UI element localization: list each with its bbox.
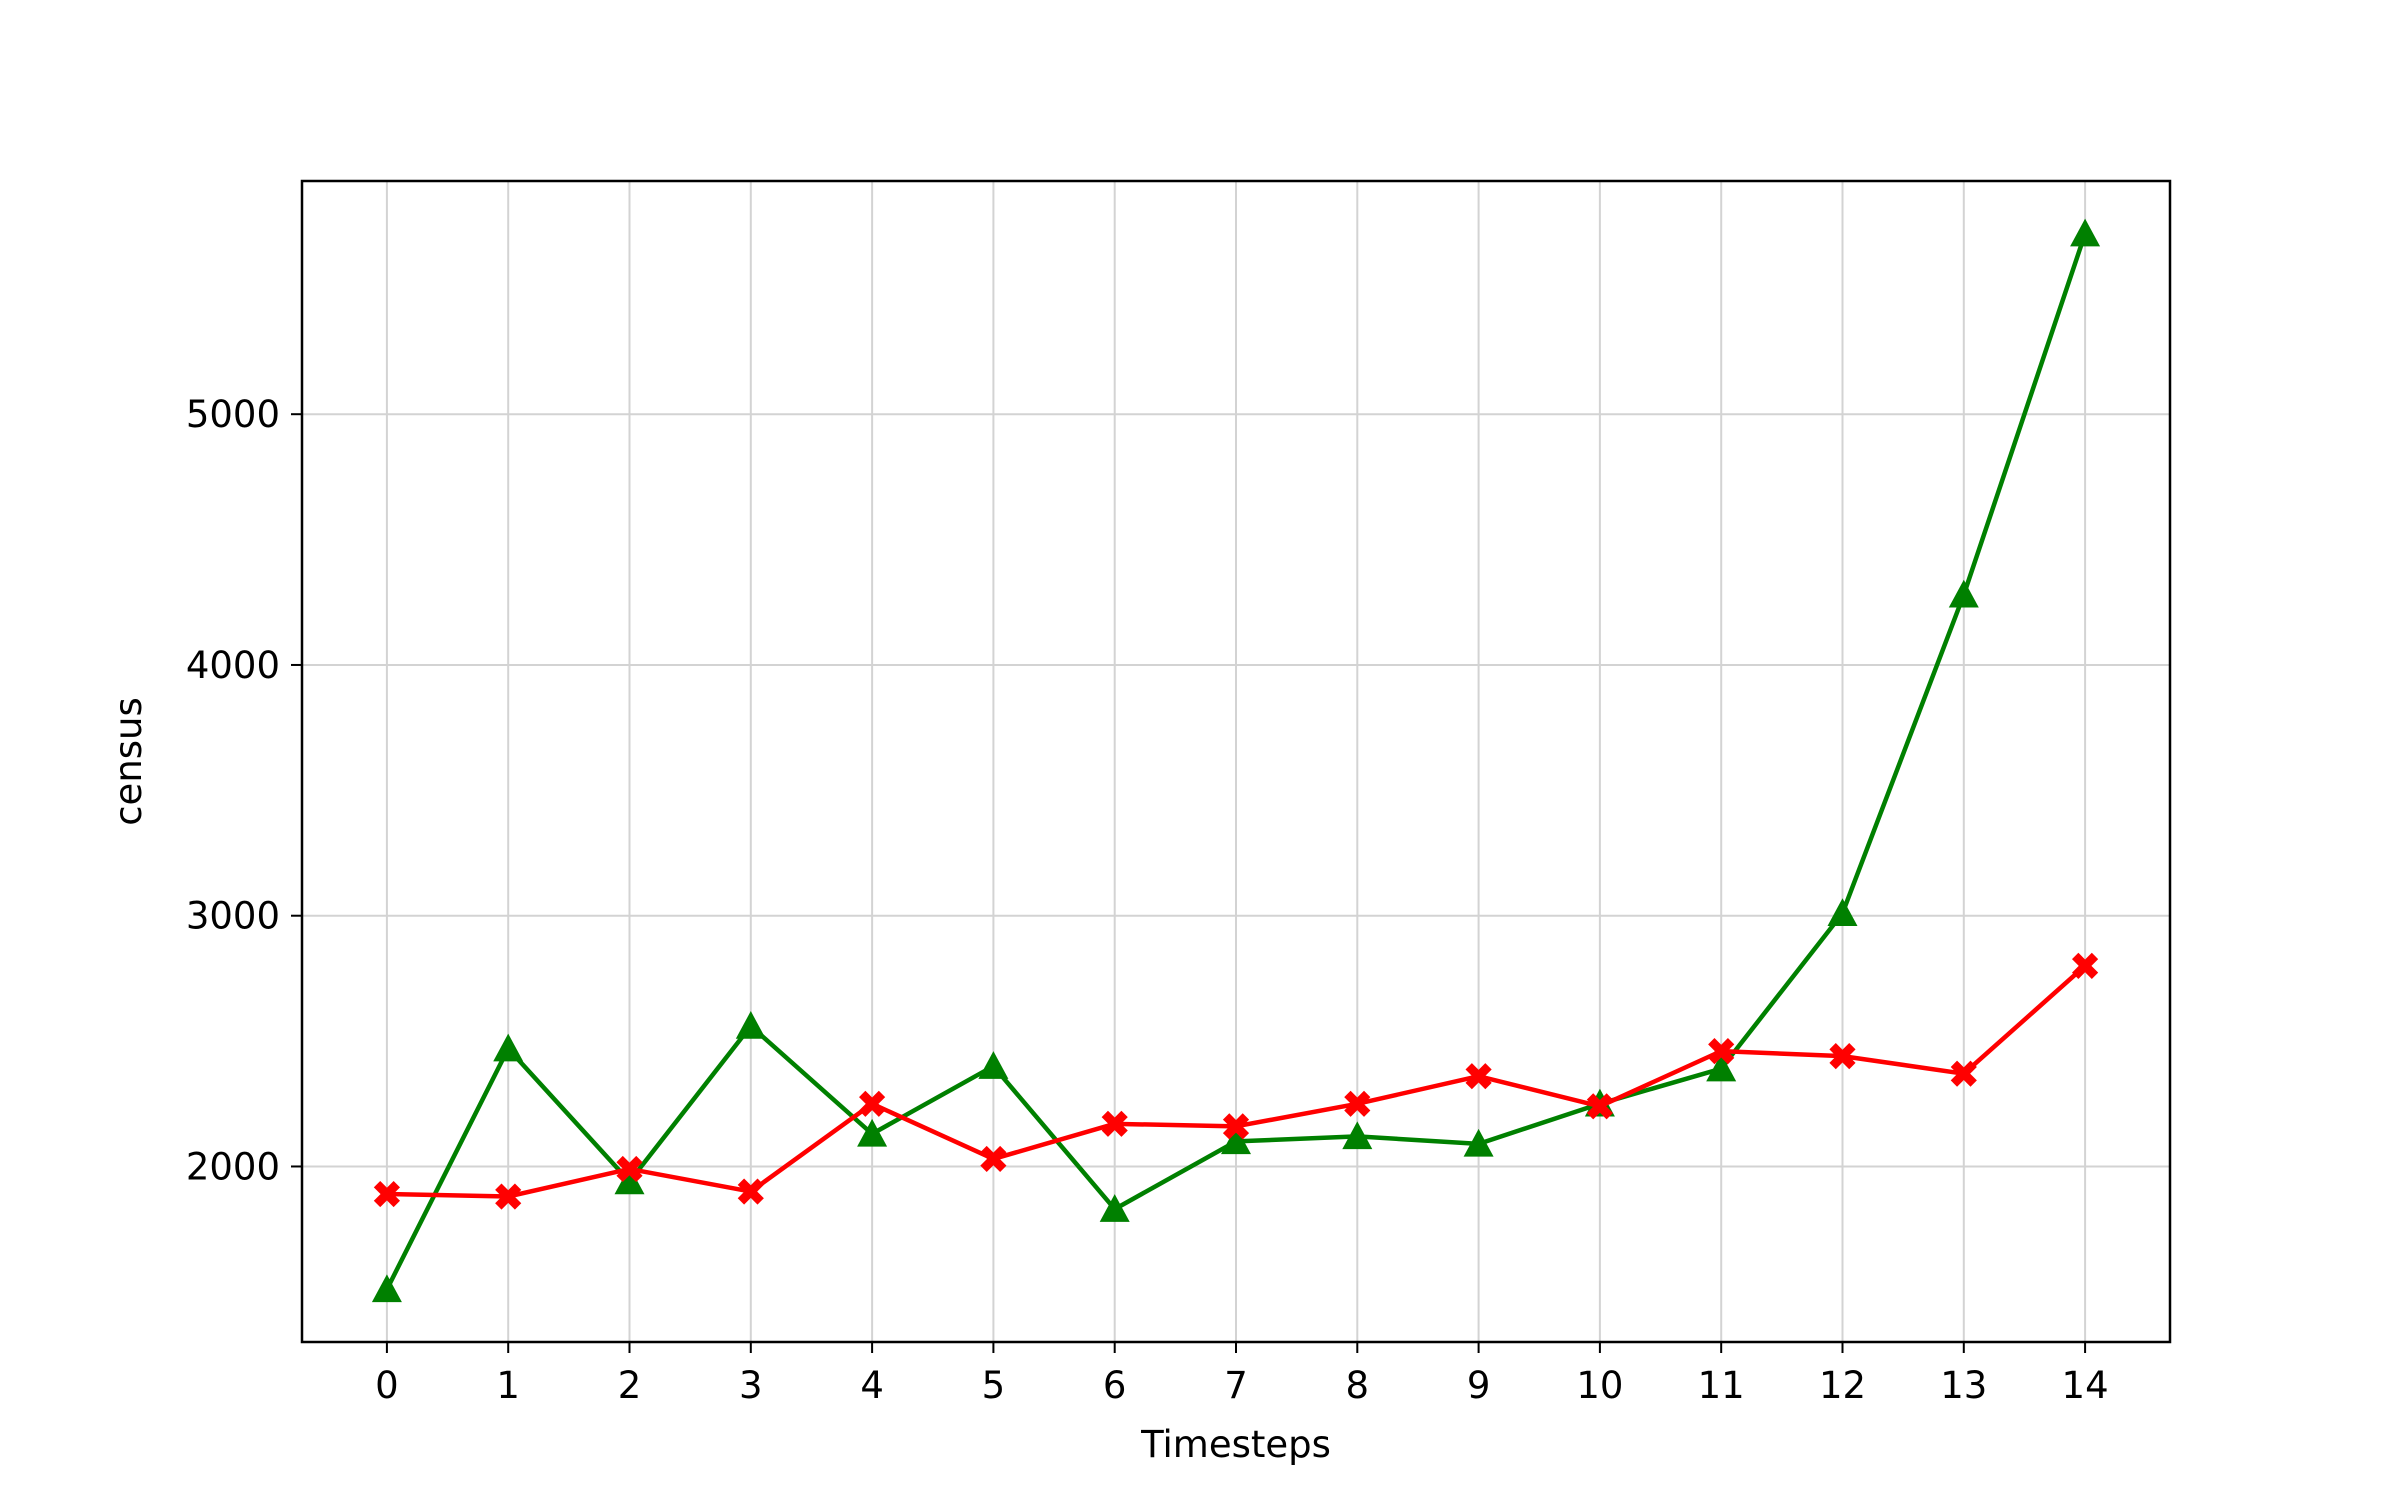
series-1-point — [857, 1118, 888, 1147]
series-1-point — [1706, 1053, 1737, 1082]
x-tick-label: 11 — [1698, 1364, 1745, 1407]
marker-bar — [1222, 1113, 1250, 1140]
marker-bar — [616, 1155, 643, 1183]
marker-bar — [1465, 1063, 1492, 1090]
x-tick-label: 5 — [982, 1364, 1006, 1407]
series-1-point — [978, 1051, 1009, 1079]
marker-bar — [495, 1183, 522, 1210]
series-2-point — [1465, 1063, 1492, 1090]
y-tick-label: 2000 — [186, 1145, 280, 1188]
x-axis-label: Timesteps — [1140, 1423, 1331, 1466]
series-1-point — [1099, 1194, 1130, 1222]
series-2-point — [1101, 1110, 1128, 1137]
x-tick-label: 10 — [1576, 1364, 1623, 1407]
series-2-point — [495, 1183, 522, 1210]
marker-bar — [1829, 1043, 1856, 1070]
series-2-point — [1950, 1060, 1977, 1087]
x-tick-label: 14 — [2062, 1364, 2109, 1407]
series-1-point — [493, 1033, 524, 1062]
series-2-point — [1586, 1093, 1613, 1120]
y-axis-label: census — [107, 697, 150, 826]
series-2-point — [1829, 1043, 1856, 1070]
marker-bar — [1708, 1038, 1735, 1065]
y-tick-label: 3000 — [186, 895, 280, 938]
series-layer — [371, 218, 2101, 1303]
grid-lines — [302, 181, 2170, 1342]
marker-bar — [1950, 1060, 1977, 1087]
series-2-point — [737, 1178, 764, 1205]
series-2-point — [980, 1145, 1007, 1173]
x-tick-label: 4 — [860, 1364, 884, 1407]
series-2-point — [1222, 1113, 1250, 1140]
series-1-point — [371, 1274, 402, 1303]
x-tick-label: 6 — [1103, 1364, 1127, 1407]
y-tick-label: 4000 — [186, 644, 280, 687]
series-1-point — [2070, 218, 2101, 247]
series-2 — [373, 952, 2099, 1210]
x-tick-label: 12 — [1819, 1364, 1866, 1407]
series-2-point — [616, 1155, 643, 1183]
series-1-point — [1221, 1126, 1251, 1155]
y-tick-label: 5000 — [186, 393, 280, 436]
marker-bar — [1344, 1090, 1371, 1117]
marker-bar — [1101, 1110, 1128, 1137]
series-1-point — [1827, 898, 1858, 926]
series-1-point — [614, 1166, 645, 1195]
marker-bar — [2072, 952, 2099, 979]
series-1-point — [1342, 1121, 1373, 1150]
series-2-point — [1344, 1090, 1371, 1117]
x-tick-label: 13 — [1940, 1364, 1987, 1407]
series-2-point — [2072, 952, 2099, 979]
series-1-point — [735, 1011, 766, 1039]
marker-bar — [373, 1180, 400, 1208]
marker-bar — [737, 1178, 764, 1205]
x-tick-label: 1 — [496, 1364, 520, 1407]
x-tick-label: 9 — [1467, 1364, 1491, 1407]
marker-bar — [859, 1090, 886, 1117]
series-2-point — [859, 1090, 886, 1117]
series-2-point — [373, 1180, 400, 1208]
x-tick-label: 0 — [375, 1364, 399, 1407]
x-tick-label: 3 — [739, 1364, 763, 1407]
marker-bar — [980, 1145, 1007, 1173]
x-tick-label: 2 — [618, 1364, 642, 1407]
series-1-point — [1948, 579, 1979, 608]
series-1-point — [1463, 1128, 1494, 1157]
marker-bar — [1586, 1093, 1613, 1120]
x-tick-label: 7 — [1224, 1364, 1248, 1407]
x-tick-label: 8 — [1346, 1364, 1370, 1407]
series-2-point — [1708, 1038, 1735, 1065]
